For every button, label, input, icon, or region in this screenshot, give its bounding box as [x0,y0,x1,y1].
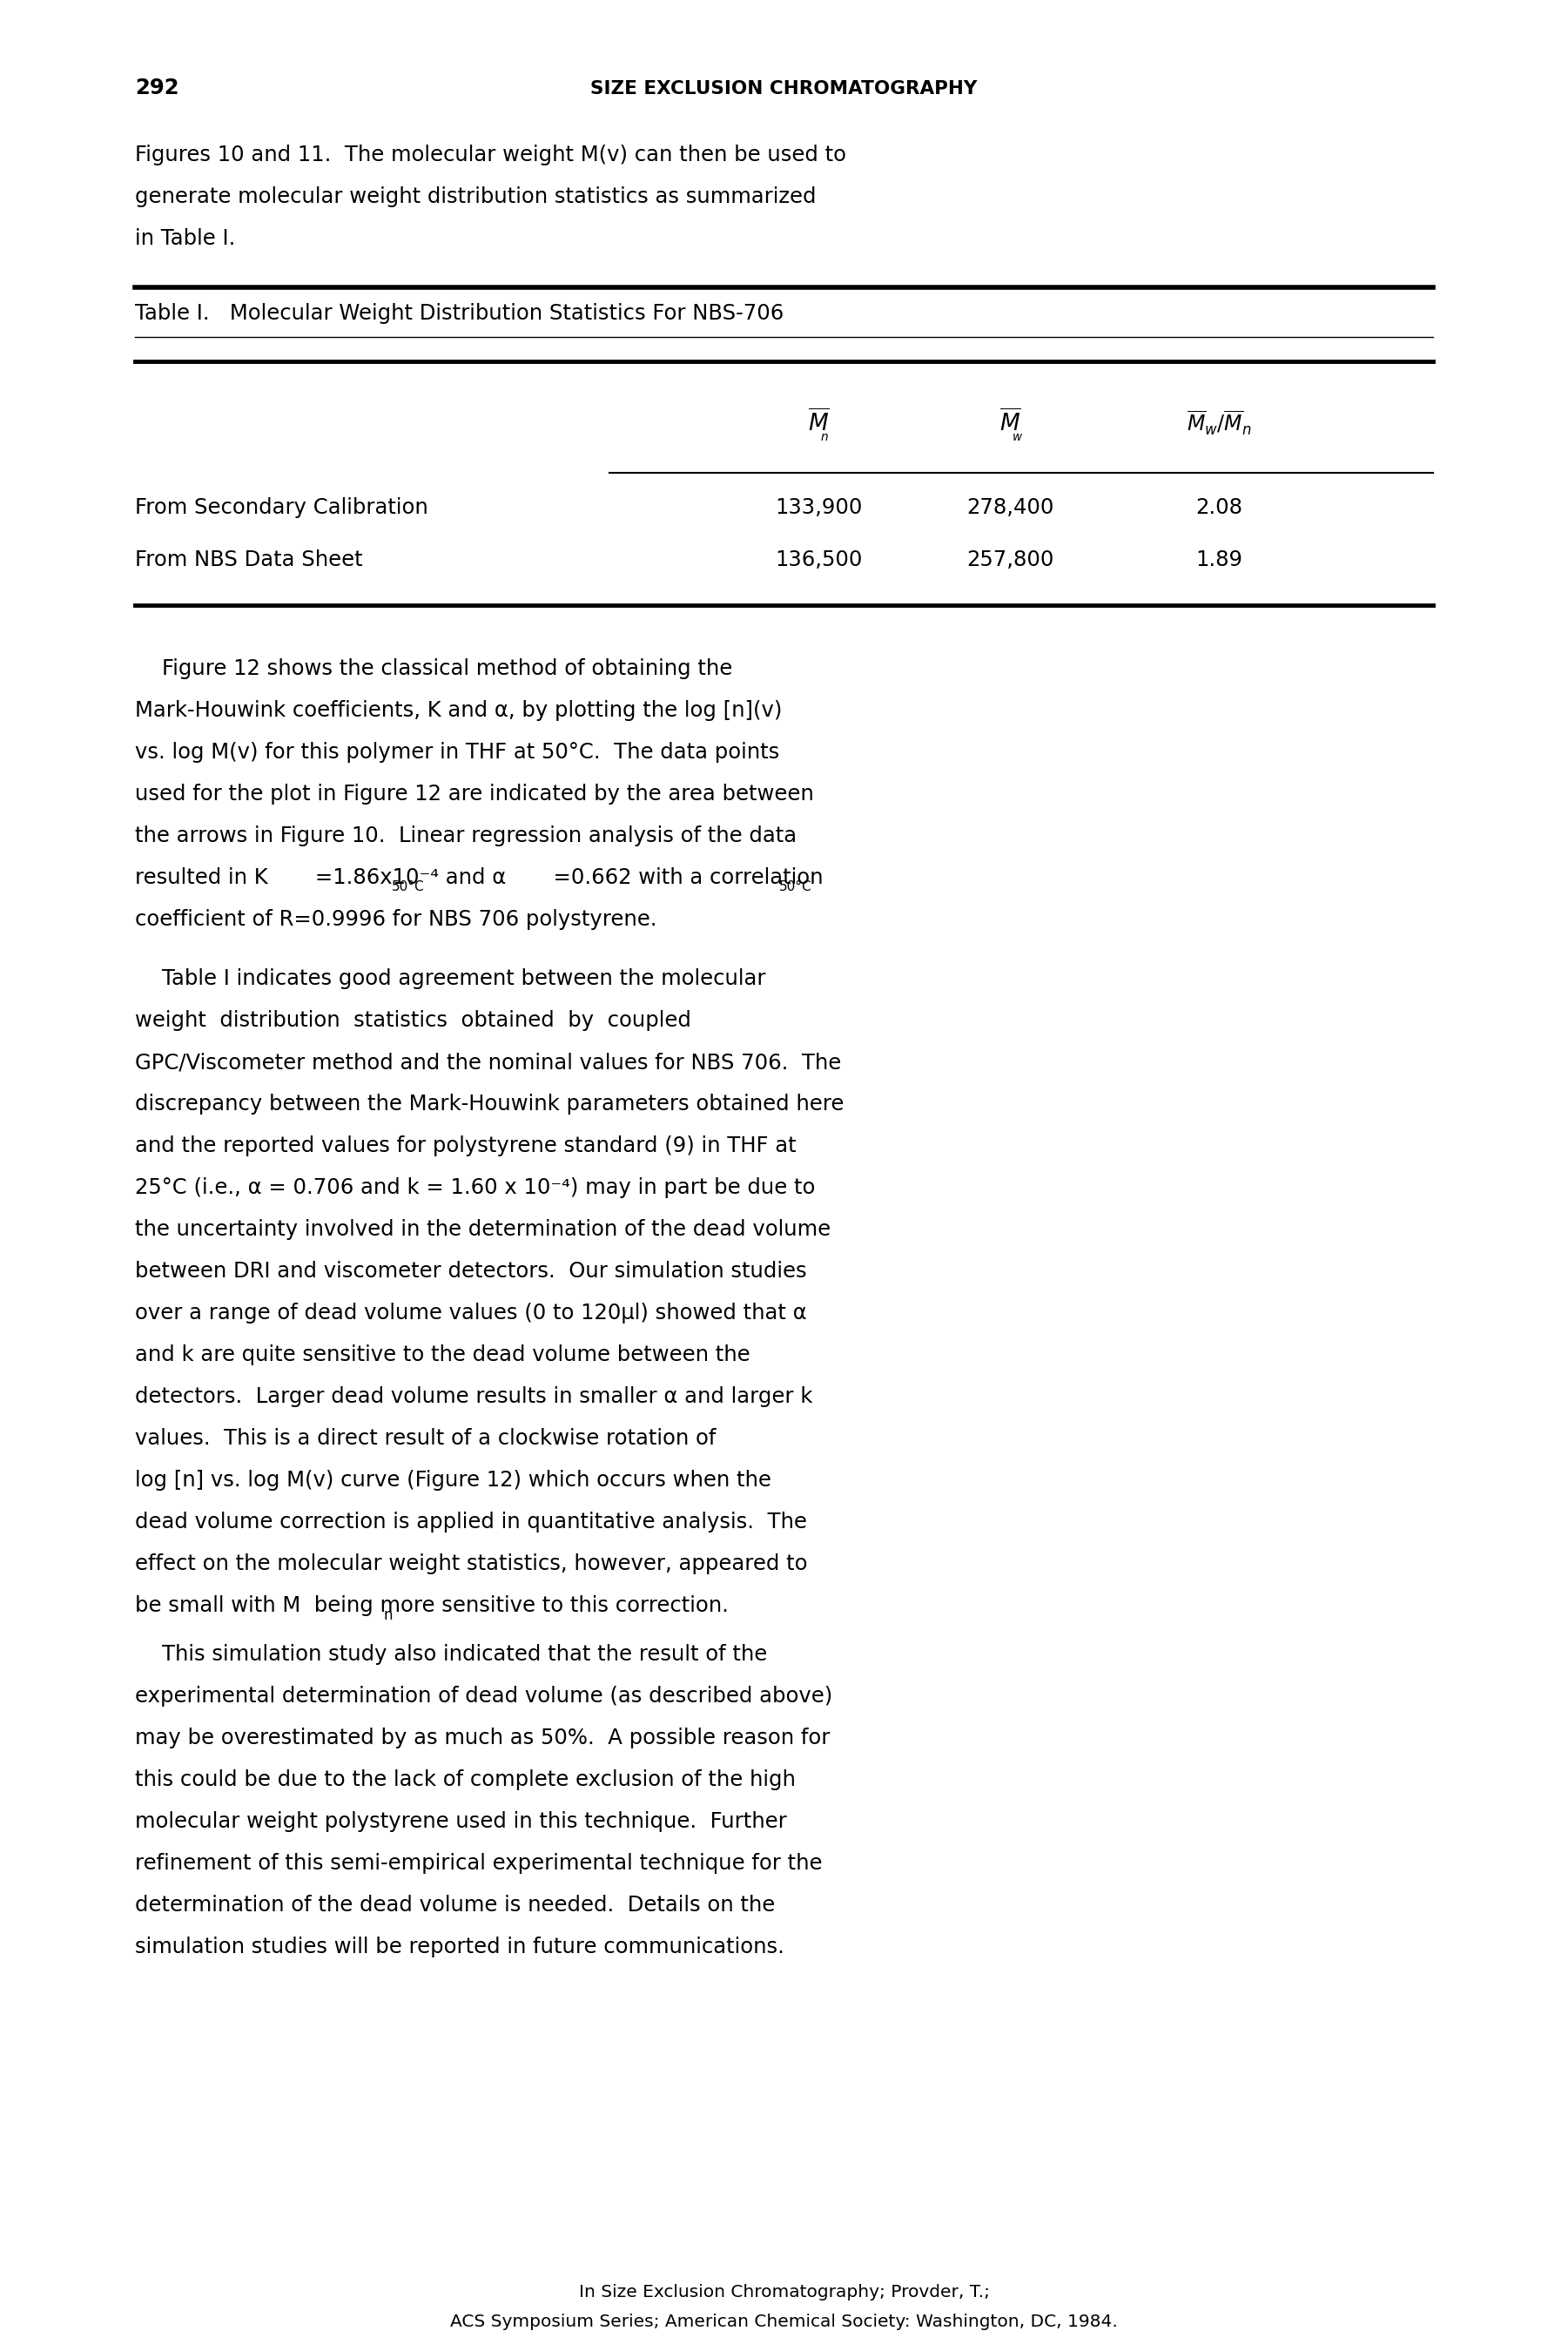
Text: generate molecular weight distribution statistics as summarized: generate molecular weight distribution s… [135,186,817,207]
Text: coefficient of R=0.9996 for NBS 706 polystyrene.: coefficient of R=0.9996 for NBS 706 poly… [135,910,657,931]
Text: ACS Symposium Series; American Chemical Society: Washington, DC, 1984.: ACS Symposium Series; American Chemical … [450,2313,1118,2330]
Text: $_n$: $_n$ [820,426,829,444]
Text: From Secondary Calibration: From Secondary Calibration [135,496,428,517]
Text: 257,800: 257,800 [966,550,1054,571]
Text: simulation studies will be reported in future communications.: simulation studies will be reported in f… [135,1937,784,1958]
Text: 278,400: 278,400 [966,496,1054,517]
Text: 1.89: 1.89 [1195,550,1242,571]
Text: $\overline{M}$: $\overline{M}$ [808,409,829,435]
Text: effect on the molecular weight statistics, however, appeared to: effect on the molecular weight statistic… [135,1554,808,1575]
Text: vs. log M(v) for this polymer in THF at 50°C.  The data points: vs. log M(v) for this polymer in THF at … [135,743,779,762]
Text: Table I indicates good agreement between the molecular: Table I indicates good agreement between… [135,969,765,990]
Text: used for the plot in Figure 12 are indicated by the area between: used for the plot in Figure 12 are indic… [135,783,814,804]
Text: $_w$: $_w$ [1011,426,1024,444]
Text: refinement of this semi-empirical experimental technique for the: refinement of this semi-empirical experi… [135,1853,822,1874]
Text: this could be due to the lack of complete exclusion of the high: this could be due to the lack of complet… [135,1770,795,1789]
Text: in Table I.: in Table I. [135,228,235,249]
Text: Figure 12 shows the classical method of obtaining the: Figure 12 shows the classical method of … [135,658,732,679]
Text: values.  This is a direct result of a clockwise rotation of: values. This is a direct result of a clo… [135,1427,717,1448]
Text: the arrows in Figure 10.  Linear regression analysis of the data: the arrows in Figure 10. Linear regressi… [135,825,797,846]
Text: GPC/Viscometer method and the nominal values for NBS 706.  The: GPC/Viscometer method and the nominal va… [135,1051,842,1072]
Text: and the reported values for polystyrene standard (9) in THF at: and the reported values for polystyrene … [135,1136,797,1157]
Text: weight  distribution  statistics  obtained  by  coupled: weight distribution statistics obtained … [135,1011,691,1032]
Text: Figures 10 and 11.  The molecular weight M(v) can then be used to: Figures 10 and 11. The molecular weight … [135,143,847,165]
Text: n: n [383,1608,392,1622]
Text: discrepancy between the Mark-Houwink parameters obtained here: discrepancy between the Mark-Houwink par… [135,1093,844,1114]
Text: determination of the dead volume is needed.  Details on the: determination of the dead volume is need… [135,1895,775,1916]
Text: Mark-Houwink coefficients, K and α, by plotting the log [n](v): Mark-Houwink coefficients, K and α, by p… [135,701,782,722]
Text: In Size Exclusion Chromatography; Provder, T.;: In Size Exclusion Chromatography; Provde… [579,2283,989,2302]
Text: Table I.   Molecular Weight Distribution Statistics For NBS-706: Table I. Molecular Weight Distribution S… [135,303,784,324]
Text: This simulation study also indicated that the result of the: This simulation study also indicated tha… [135,1643,767,1665]
Text: 50°C: 50°C [392,879,425,893]
Text: experimental determination of dead volume (as described above): experimental determination of dead volum… [135,1686,833,1707]
Text: 133,900: 133,900 [775,496,862,517]
Text: 2.08: 2.08 [1195,496,1242,517]
Text: 25°C (i.e., α = 0.706 and k = 1.60 x 10⁻⁴) may in part be due to: 25°C (i.e., α = 0.706 and k = 1.60 x 10⁻… [135,1178,815,1199]
Text: $\overline{M}$: $\overline{M}$ [999,409,1021,435]
Text: 136,500: 136,500 [775,550,862,571]
Text: 292: 292 [135,78,179,99]
Text: 50°C: 50°C [779,879,812,893]
Text: dead volume correction is applied in quantitative analysis.  The: dead volume correction is applied in qua… [135,1512,808,1533]
Text: may be overestimated by as much as 50%.  A possible reason for: may be overestimated by as much as 50%. … [135,1728,829,1749]
Text: over a range of dead volume values (0 to 120μl) showed that α: over a range of dead volume values (0 to… [135,1302,808,1324]
Text: and k are quite sensitive to the dead volume between the: and k are quite sensitive to the dead vo… [135,1345,750,1366]
Text: log [n] vs. log M(v) curve (Figure 12) which occurs when the: log [n] vs. log M(v) curve (Figure 12) w… [135,1469,771,1491]
Text: detectors.  Larger dead volume results in smaller α and larger k: detectors. Larger dead volume results in… [135,1387,812,1408]
Text: SIZE EXCLUSION CHROMATOGRAPHY: SIZE EXCLUSION CHROMATOGRAPHY [591,80,977,96]
Text: From NBS Data Sheet: From NBS Data Sheet [135,550,362,571]
Text: molecular weight polystyrene used in this technique.  Further: molecular weight polystyrene used in thi… [135,1810,787,1831]
Text: be small with M  being more sensitive to this correction.: be small with M being more sensitive to … [135,1596,729,1615]
Text: the uncertainty involved in the determination of the dead volume: the uncertainty involved in the determin… [135,1220,831,1239]
Text: between DRI and viscometer detectors.  Our simulation studies: between DRI and viscometer detectors. Ou… [135,1260,808,1281]
Text: $\overline{M}_w/\overline{M}_n$: $\overline{M}_w/\overline{M}_n$ [1187,409,1251,437]
Text: resulted in K       =1.86x10⁻⁴ and α       =0.662 with a correlation: resulted in K =1.86x10⁻⁴ and α =0.662 wi… [135,868,823,889]
